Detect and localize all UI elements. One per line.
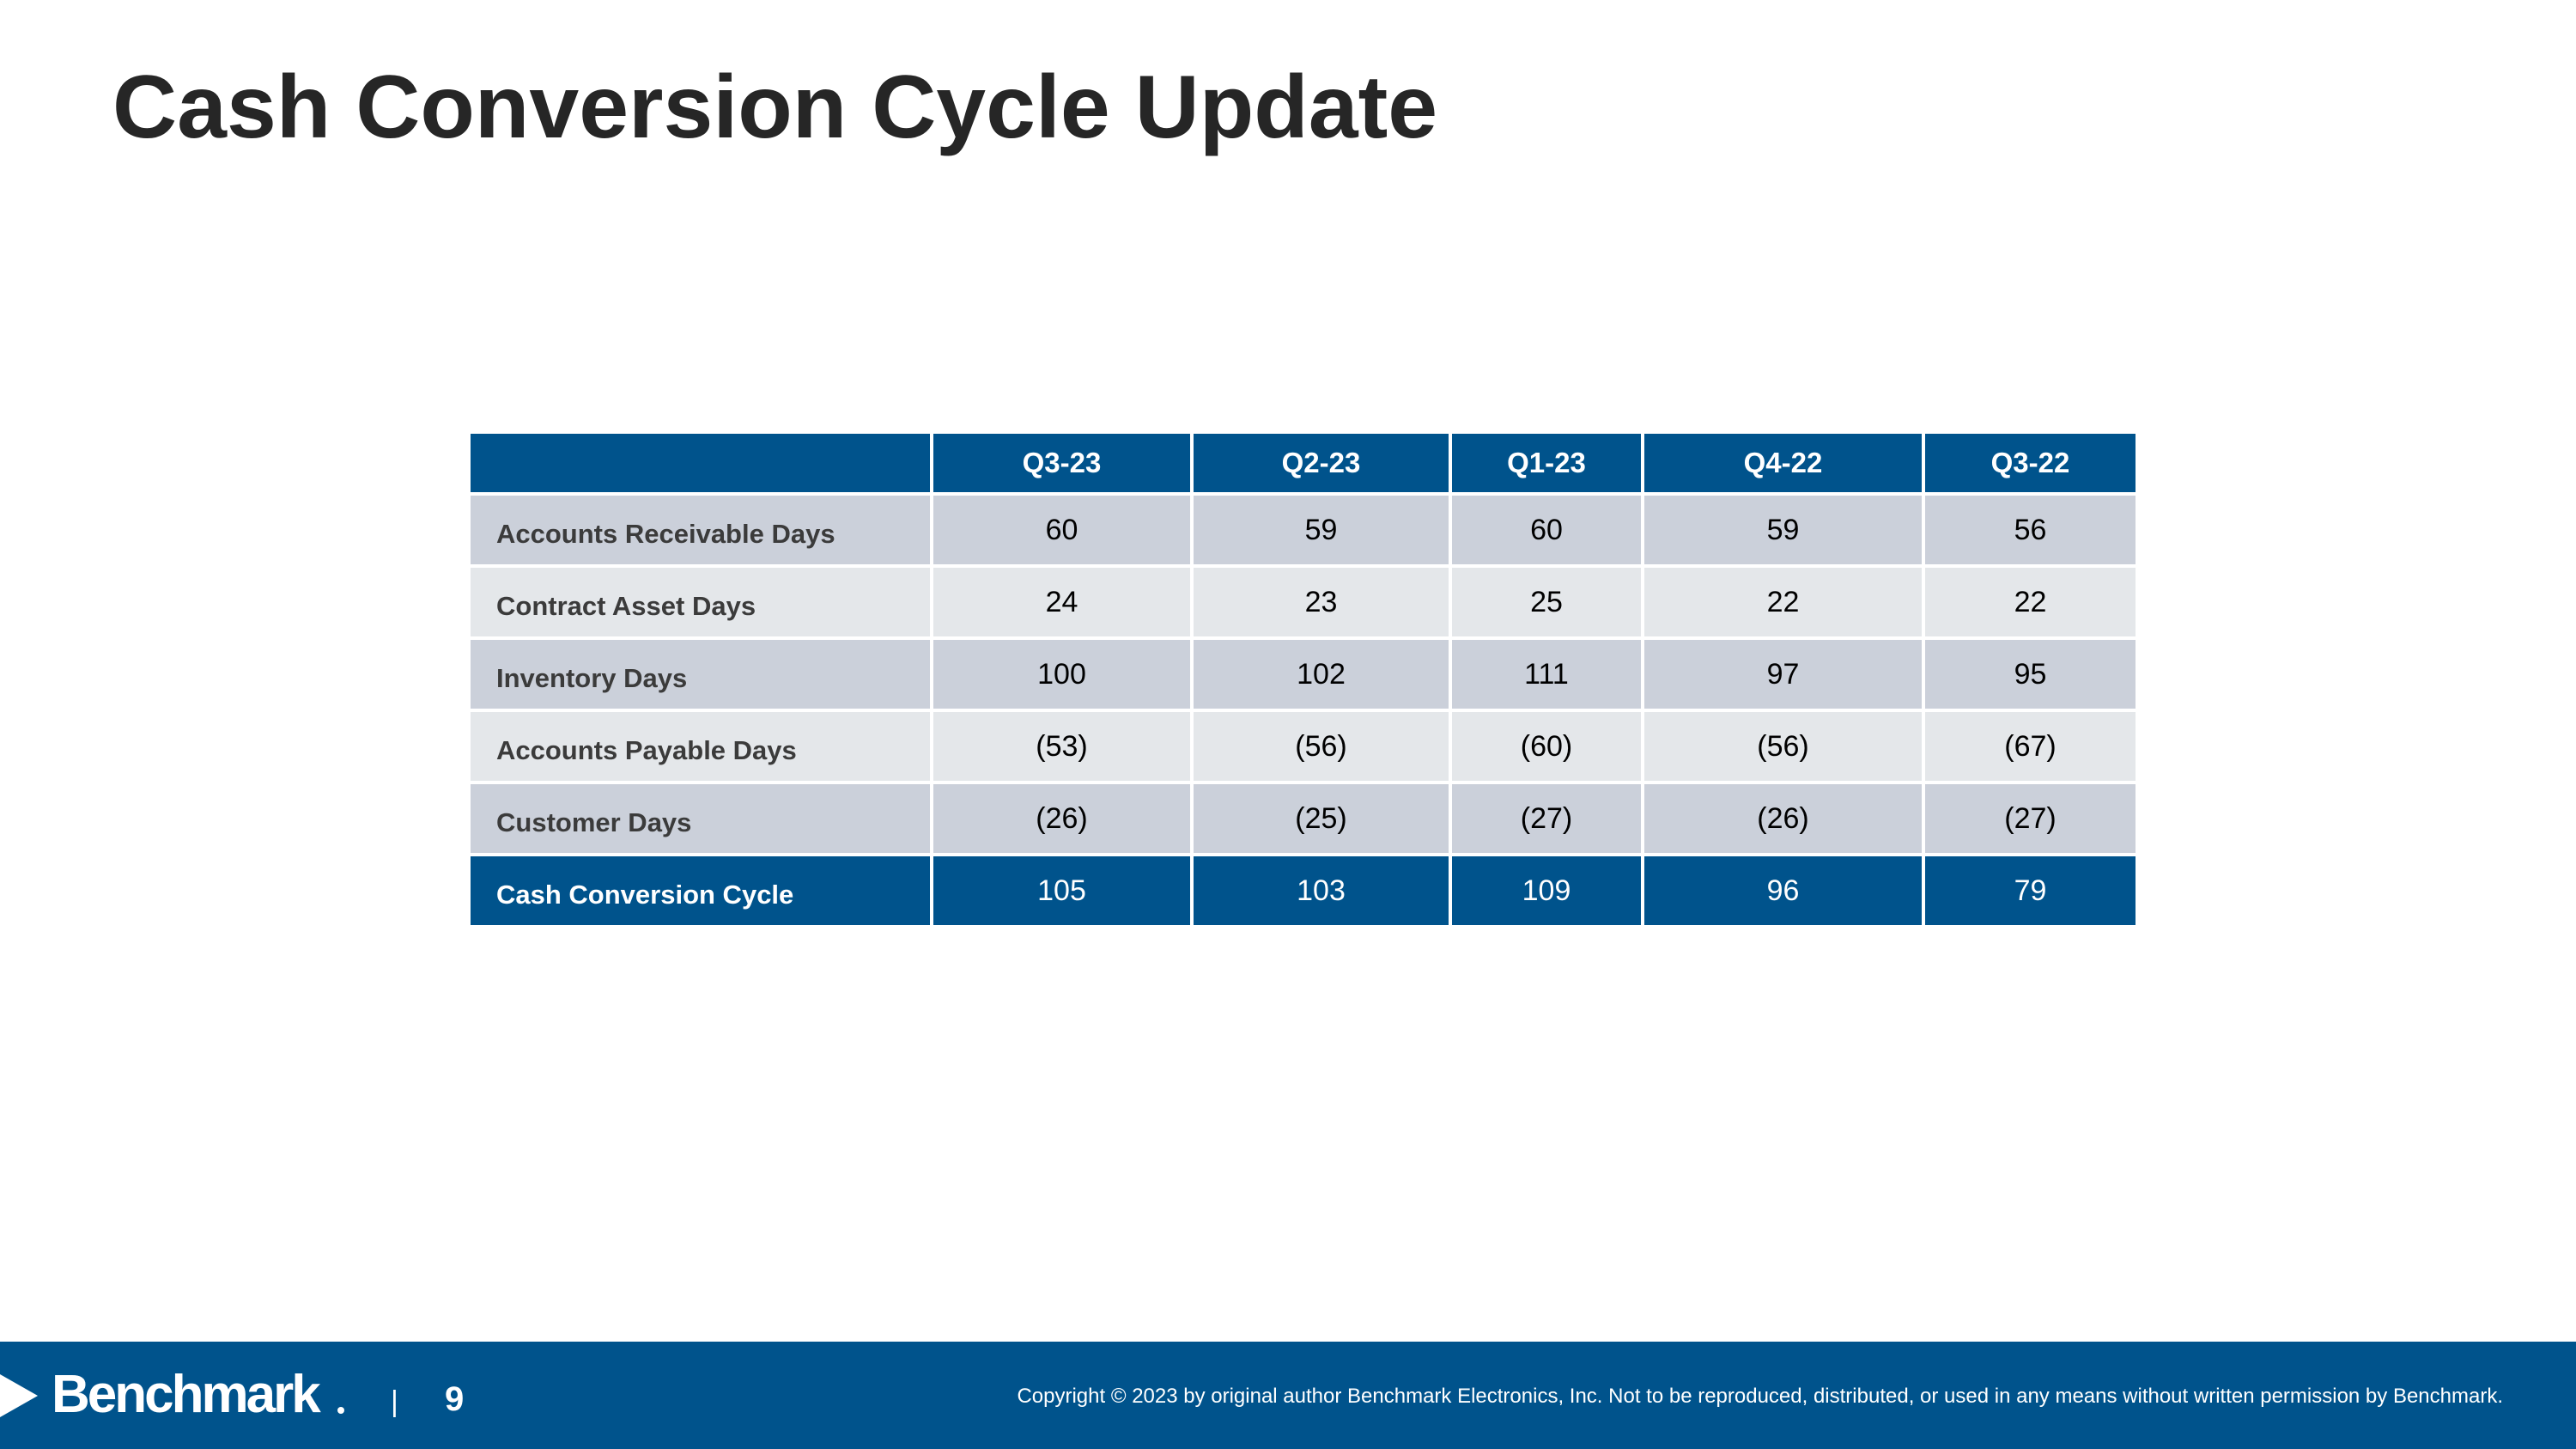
table-cell: (27): [1452, 784, 1641, 853]
slide-title: Cash Conversion Cycle Update: [112, 58, 1438, 157]
page-number: 9: [445, 1380, 465, 1418]
table-cell: (26): [933, 784, 1190, 853]
column-header: Q3-23: [933, 434, 1190, 492]
table-cell: 59: [1194, 496, 1449, 564]
logo-dot: [337, 1407, 344, 1414]
row-label: Cash Conversion Cycle: [471, 856, 930, 925]
column-header: Q2-23: [1194, 434, 1449, 492]
table-cell: 59: [1644, 496, 1922, 564]
table-cell: 56: [1925, 496, 2136, 564]
table-cell: (25): [1194, 784, 1449, 853]
table-cell: 103: [1194, 856, 1449, 925]
table-cell: 102: [1194, 640, 1449, 709]
table-cell: 95: [1925, 640, 2136, 709]
table-row: Contract Asset Days 24 23 25 22 22: [471, 568, 2136, 636]
table-total-row: Cash Conversion Cycle 105 103 109 96 79: [471, 856, 2136, 925]
row-label: Customer Days: [471, 784, 930, 853]
copyright-notice: Copyright © 2023 by original author Benc…: [1017, 1385, 2503, 1408]
table-cell: (56): [1644, 712, 1922, 781]
table-cell: (60): [1452, 712, 1641, 781]
row-label: Accounts Payable Days: [471, 712, 930, 781]
table-cell: 97: [1644, 640, 1922, 709]
cash-conversion-table: Q3-23 Q2-23 Q1-23 Q4-22 Q3-22 Accounts R…: [467, 430, 2139, 928]
table-cell: (27): [1925, 784, 2136, 853]
table-cell: 22: [1644, 568, 1922, 636]
table-cell: 25: [1452, 568, 1641, 636]
benchmark-logo-arrow-icon: [0, 1374, 38, 1417]
row-label: Contract Asset Days: [471, 568, 930, 636]
table-cell: 60: [1452, 496, 1641, 564]
footer-separator: |: [391, 1385, 398, 1418]
column-header: Q1-23: [1452, 434, 1641, 492]
footer-bar: Benchmark | 9 Copyright © 2023 by origin…: [0, 1342, 2576, 1449]
table-cell: (67): [1925, 712, 2136, 781]
table-row: Accounts Payable Days (53) (56) (60) (56…: [471, 712, 2136, 781]
table-row: Inventory Days 100 102 111 97 95: [471, 640, 2136, 709]
header-blank-cell: [471, 434, 930, 492]
table-cell: 22: [1925, 568, 2136, 636]
table-cell: 100: [933, 640, 1190, 709]
benchmark-logo: Benchmark: [52, 1365, 321, 1424]
table-cell: 109: [1452, 856, 1641, 925]
table-cell: (56): [1194, 712, 1449, 781]
row-label: Inventory Days: [471, 640, 930, 709]
table-header-row: Q3-23 Q2-23 Q1-23 Q4-22 Q3-22: [471, 434, 2136, 492]
table-cell: 60: [933, 496, 1190, 564]
table-row: Accounts Receivable Days 60 59 60 59 56: [471, 496, 2136, 564]
table-row: Customer Days (26) (25) (27) (26) (27): [471, 784, 2136, 853]
table-cell: (53): [933, 712, 1190, 781]
row-label: Accounts Receivable Days: [471, 496, 930, 564]
table-cell: 23: [1194, 568, 1449, 636]
table-cell: 79: [1925, 856, 2136, 925]
table-cell: 24: [933, 568, 1190, 636]
table-cell: 105: [933, 856, 1190, 925]
column-header: Q3-22: [1925, 434, 2136, 492]
table-cell: 96: [1644, 856, 1922, 925]
table-cell: 111: [1452, 640, 1641, 709]
table-cell: (26): [1644, 784, 1922, 853]
column-header: Q4-22: [1644, 434, 1922, 492]
